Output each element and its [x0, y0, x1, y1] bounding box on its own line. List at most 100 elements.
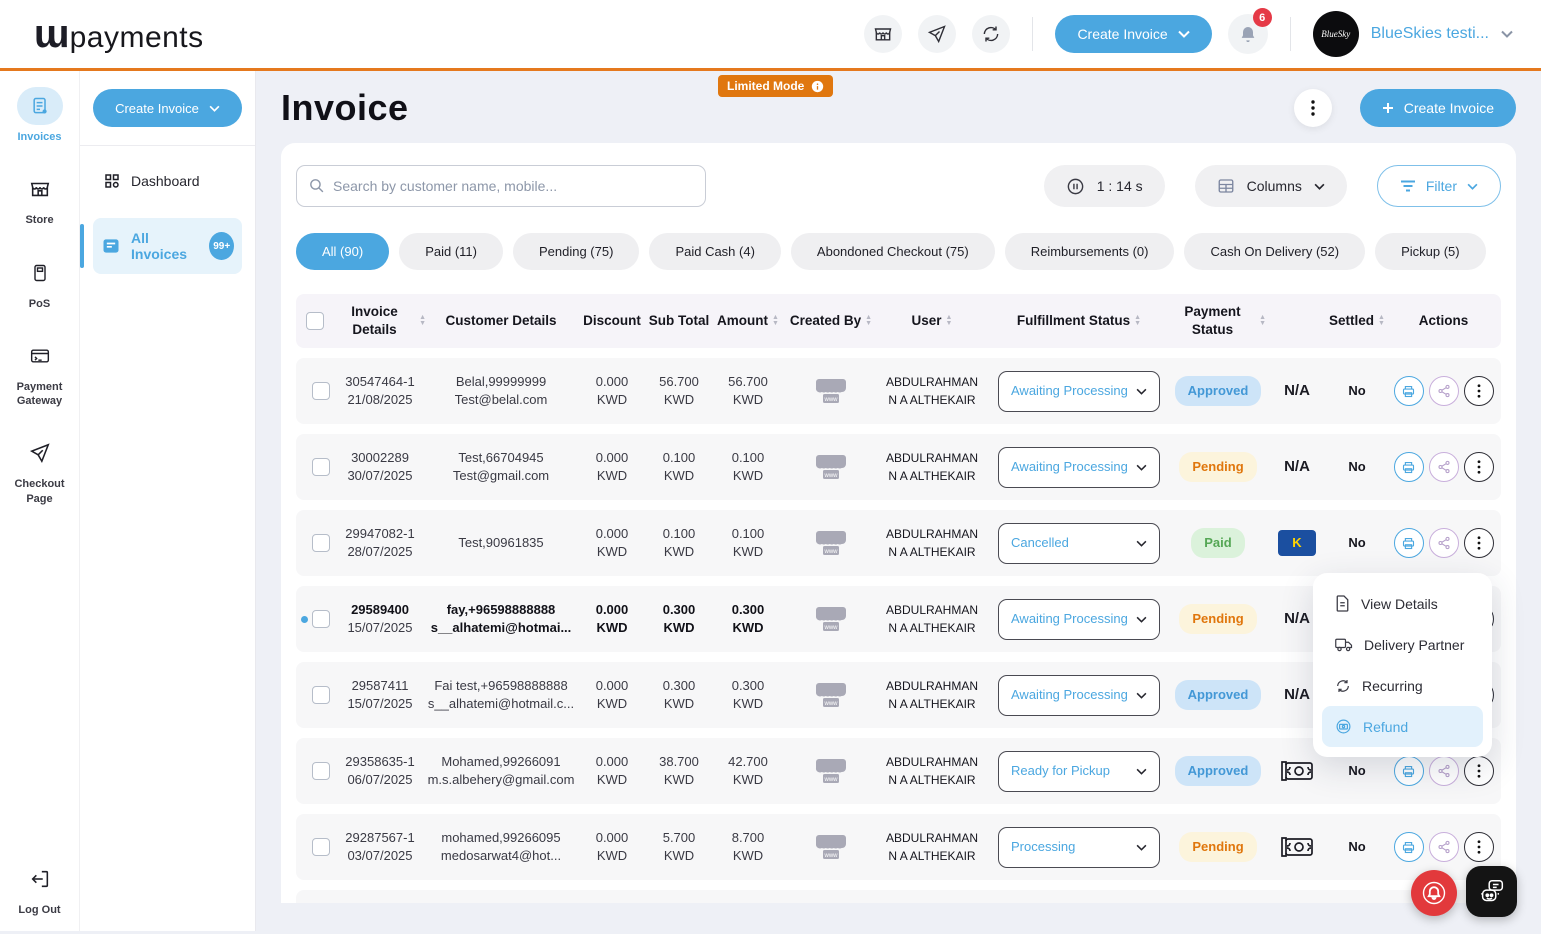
- fulfillment-status-dropdown[interactable]: Awaiting Processing: [998, 446, 1160, 488]
- row-more-button[interactable]: [1463, 832, 1494, 862]
- row-more-button[interactable]: [1463, 756, 1494, 786]
- fulfillment-status-dropdown[interactable]: Cancelled: [998, 522, 1160, 564]
- tab[interactable]: Paid Cash (4): [649, 233, 781, 270]
- share-button[interactable]: [1428, 376, 1459, 406]
- invoice-details-cell[interactable]: 30002289 30/07/2025: [347, 450, 413, 483]
- sidebar-item-store[interactable]: Store: [17, 170, 63, 227]
- search-input[interactable]: [296, 165, 706, 207]
- fulfillment-cell: Awaiting Processing: [988, 446, 1170, 488]
- row-checkbox[interactable]: [311, 838, 330, 856]
- row-checkbox[interactable]: [311, 762, 330, 780]
- share-button[interactable]: [1428, 756, 1459, 786]
- fulfillment-status-dropdown[interactable]: Awaiting Processing: [998, 598, 1160, 640]
- user-cell: ABDULRAHMAN N A ALTHEKAIR: [885, 755, 978, 787]
- sidebar-item-payment-gateway[interactable]: Payment Gateway: [0, 337, 79, 409]
- unread-dot-icon: [300, 615, 308, 623]
- menu-item-delivery-partner[interactable]: Delivery Partner: [1322, 624, 1483, 665]
- refresh-timer[interactable]: 1 : 14 s: [1043, 165, 1165, 207]
- menu-item-refund[interactable]: Refund: [1322, 706, 1483, 747]
- row-checkbox[interactable]: [311, 610, 330, 628]
- fulfillment-cell: Awaiting Processing: [988, 674, 1170, 716]
- menu-item-view-details[interactable]: View Details: [1322, 583, 1483, 624]
- currency-exchange-button[interactable]: [972, 15, 1011, 53]
- print-button[interactable]: [1393, 832, 1424, 862]
- payment-status-badge: Approved: [1174, 756, 1262, 786]
- invoice-details-cell[interactable]: 29589400 15/07/2025: [347, 602, 413, 635]
- payment-method-cell: N/A: [1266, 382, 1328, 400]
- invoice-details-cell[interactable]: 30547464-1 21/08/2025: [345, 374, 415, 407]
- sidebar-item-pos[interactable]: PoS: [17, 254, 63, 311]
- share-link-button[interactable]: [918, 15, 957, 53]
- create-invoice-button-page[interactable]: Create Invoice: [1359, 89, 1516, 127]
- tab[interactable]: Pickup (5): [1375, 233, 1486, 270]
- sidebar-item-invoices[interactable]: Invoices: [16, 87, 63, 144]
- page-options-button[interactable]: [1293, 89, 1332, 127]
- invoice-details-cell[interactable]: 29287567-1 03/07/2025: [345, 830, 415, 863]
- create-invoice-button-topbar[interactable]: Create Invoice: [1055, 15, 1212, 53]
- sidebar-item-checkout-page[interactable]: Checkout Page: [0, 434, 79, 506]
- col-payment-status[interactable]: Payment Status ▲ ▼: [1184, 303, 1266, 337]
- limited-mode-badge[interactable]: Limited Mode: [718, 75, 834, 97]
- tab[interactable]: All (90): [296, 233, 390, 270]
- tab[interactable]: Reimbursements (0): [1004, 233, 1175, 270]
- fulfillment-status-dropdown[interactable]: Awaiting Processing: [998, 674, 1160, 716]
- share-button[interactable]: [1428, 528, 1459, 558]
- store-icon: [17, 170, 63, 208]
- columns-button[interactable]: Columns: [1194, 165, 1347, 207]
- share-button[interactable]: [1428, 832, 1459, 862]
- fulfillment-status-dropdown[interactable]: Ready for Pickup: [998, 750, 1160, 792]
- row-checkbox[interactable]: [311, 458, 330, 476]
- col-invoice-details[interactable]: Invoice Details ▲ ▼: [351, 303, 426, 337]
- sidebar-label: Invoices: [17, 131, 62, 143]
- row-more-button[interactable]: [1463, 452, 1494, 482]
- chatbot-widget[interactable]: [1466, 866, 1517, 917]
- share-button[interactable]: [1428, 452, 1459, 482]
- printer-icon: [1402, 765, 1415, 777]
- menu-item-recurring[interactable]: Recurring: [1322, 665, 1483, 706]
- row-checkbox[interactable]: [311, 382, 330, 400]
- print-button[interactable]: [1393, 756, 1424, 786]
- invoice-details-cell[interactable]: 29358635-1 06/07/2025: [345, 754, 415, 787]
- invoice-details-cell[interactable]: 29947082-1 28/07/2025: [345, 526, 415, 559]
- create-invoice-button-sidebar[interactable]: Create Invoice: [93, 89, 242, 127]
- row-checkbox[interactable]: [311, 686, 330, 704]
- fulfillment-cell: Cancelled: [988, 522, 1170, 564]
- tab[interactable]: Abondoned Checkout (75): [790, 233, 995, 270]
- col-created-by[interactable]: Created By ▲ ▼: [789, 312, 873, 328]
- tab[interactable]: Paid (11): [399, 233, 503, 270]
- sidebar-item-dashboard[interactable]: Dashboard: [93, 162, 242, 200]
- filter-button[interactable]: Filter: [1376, 165, 1501, 207]
- invoice-details-cell[interactable]: 29587411 15/07/2025: [347, 678, 413, 711]
- print-button[interactable]: [1393, 452, 1424, 482]
- icon-rail: Invoices Store PoS Payment Gateway Check…: [0, 71, 79, 931]
- web-store-icon: www: [812, 375, 850, 407]
- web-store-icon: www: [812, 603, 850, 635]
- store-shortcut-button[interactable]: [864, 15, 903, 53]
- tab[interactable]: Pending (75): [512, 233, 640, 270]
- row-context-menu: View Details Delivery Partner Recurring …: [1313, 573, 1492, 757]
- col-amount[interactable]: Amount ▲ ▼: [717, 312, 779, 328]
- sidebar-item-all-invoices[interactable]: All Invoices 99+: [80, 218, 242, 274]
- created-by-cell: www: [786, 451, 876, 483]
- print-button[interactable]: [1393, 528, 1424, 558]
- cash-icon: [1280, 835, 1314, 859]
- push-notification-widget[interactable]: [1411, 870, 1457, 916]
- fulfillment-status-dropdown[interactable]: Awaiting Processing: [998, 370, 1160, 412]
- account-menu[interactable]: BlueSky BlueSkies testi...: [1312, 11, 1513, 57]
- row-checkbox[interactable]: [311, 534, 330, 552]
- col-user[interactable]: User ▲ ▼: [911, 312, 953, 328]
- row-more-button[interactable]: [1463, 528, 1494, 558]
- storefront-icon: [873, 24, 893, 44]
- col-fulfillment-status[interactable]: Fulfillment Status ▲ ▼: [1016, 312, 1142, 328]
- col-settled[interactable]: Settled ▲ ▼: [1329, 312, 1385, 328]
- select-all-checkbox[interactable]: [306, 312, 324, 330]
- user-cell: ABDULRAHMAN N A ALTHEKAIR: [885, 527, 978, 559]
- fulfillment-status-dropdown[interactable]: Processing: [998, 826, 1160, 868]
- chevron-down-icon: [1467, 183, 1478, 190]
- tab[interactable]: Cash On Delivery (52): [1184, 233, 1366, 270]
- fulfillment-status-dropdown[interactable]: [998, 902, 1160, 903]
- sidebar-item-logout[interactable]: Log Out: [17, 860, 63, 917]
- print-button[interactable]: [1393, 376, 1424, 406]
- notifications-button[interactable]: 6: [1227, 8, 1272, 54]
- row-more-button[interactable]: [1463, 376, 1494, 406]
